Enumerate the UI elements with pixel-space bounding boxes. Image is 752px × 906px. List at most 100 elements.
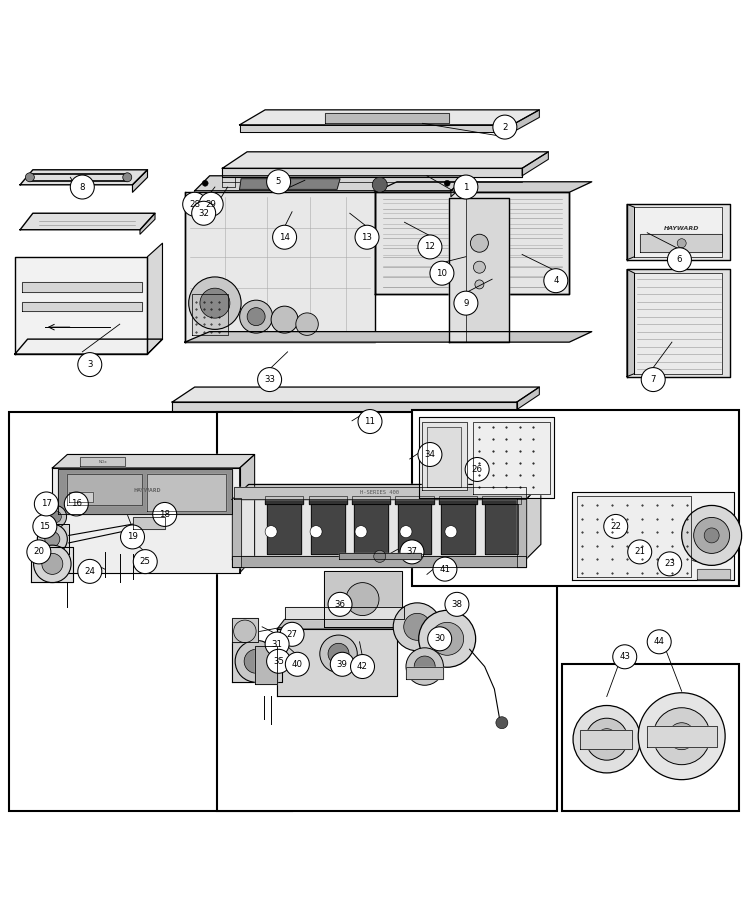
- Text: 8: 8: [80, 182, 85, 191]
- Circle shape: [35, 492, 59, 516]
- Polygon shape: [68, 474, 142, 506]
- Text: 5: 5: [276, 178, 281, 187]
- Circle shape: [26, 173, 35, 182]
- Polygon shape: [352, 496, 390, 504]
- Polygon shape: [268, 504, 301, 554]
- Polygon shape: [223, 178, 235, 187]
- Polygon shape: [580, 730, 632, 749]
- Circle shape: [641, 368, 666, 391]
- Text: 12: 12: [424, 243, 435, 252]
- Polygon shape: [374, 192, 569, 294]
- Circle shape: [33, 515, 57, 538]
- Circle shape: [678, 238, 686, 247]
- Polygon shape: [15, 256, 147, 354]
- Circle shape: [647, 630, 672, 654]
- Polygon shape: [308, 496, 347, 504]
- Bar: [9, 412, 292, 811]
- Circle shape: [418, 235, 442, 259]
- Circle shape: [133, 550, 157, 573]
- Circle shape: [44, 506, 67, 528]
- Polygon shape: [354, 504, 388, 554]
- Text: 10: 10: [436, 269, 447, 277]
- Text: 28: 28: [190, 199, 200, 208]
- Polygon shape: [172, 387, 539, 402]
- Polygon shape: [140, 213, 155, 235]
- Circle shape: [465, 458, 489, 481]
- Circle shape: [265, 525, 277, 537]
- Circle shape: [71, 175, 94, 199]
- Text: 9: 9: [463, 299, 468, 308]
- Polygon shape: [441, 504, 475, 554]
- Polygon shape: [172, 412, 517, 421]
- Polygon shape: [53, 455, 255, 468]
- Polygon shape: [627, 269, 635, 377]
- Circle shape: [50, 511, 62, 523]
- Text: 11: 11: [365, 417, 375, 426]
- Circle shape: [328, 643, 349, 664]
- Polygon shape: [255, 646, 277, 684]
- Polygon shape: [420, 417, 554, 498]
- Polygon shape: [232, 485, 541, 499]
- Polygon shape: [640, 235, 722, 252]
- Bar: [217, 412, 557, 811]
- Circle shape: [613, 645, 637, 669]
- Polygon shape: [577, 496, 690, 576]
- Polygon shape: [193, 294, 228, 334]
- Polygon shape: [323, 572, 402, 627]
- Circle shape: [34, 545, 71, 583]
- Bar: [562, 664, 739, 811]
- Polygon shape: [647, 727, 717, 747]
- Circle shape: [183, 192, 207, 217]
- Circle shape: [454, 175, 478, 199]
- Text: 32: 32: [199, 208, 209, 217]
- Polygon shape: [396, 496, 434, 504]
- Text: 16: 16: [71, 499, 82, 508]
- Text: 15: 15: [39, 522, 50, 531]
- Polygon shape: [69, 492, 92, 502]
- Polygon shape: [80, 458, 125, 467]
- Circle shape: [400, 525, 412, 537]
- Polygon shape: [15, 339, 162, 354]
- Circle shape: [400, 540, 424, 564]
- Circle shape: [328, 593, 352, 616]
- Polygon shape: [635, 207, 722, 256]
- Polygon shape: [572, 492, 734, 581]
- Text: 19: 19: [127, 533, 138, 542]
- Polygon shape: [277, 629, 397, 697]
- Text: 34: 34: [424, 450, 435, 459]
- Text: HAYWARD: HAYWARD: [134, 488, 161, 493]
- Circle shape: [199, 192, 223, 217]
- Circle shape: [346, 583, 379, 615]
- Circle shape: [544, 269, 568, 293]
- Text: 13: 13: [362, 233, 372, 242]
- Polygon shape: [484, 504, 518, 554]
- Polygon shape: [23, 302, 142, 311]
- Polygon shape: [232, 498, 241, 567]
- Text: 44: 44: [653, 637, 665, 646]
- Polygon shape: [185, 192, 374, 342]
- Circle shape: [414, 656, 435, 677]
- Polygon shape: [53, 468, 240, 573]
- Text: 3: 3: [87, 360, 92, 369]
- Polygon shape: [311, 504, 344, 554]
- Polygon shape: [223, 169, 522, 178]
- Circle shape: [454, 291, 478, 315]
- Circle shape: [374, 551, 386, 563]
- Polygon shape: [23, 282, 142, 292]
- Text: 40: 40: [292, 660, 303, 669]
- Circle shape: [372, 178, 387, 192]
- Circle shape: [189, 277, 241, 330]
- Circle shape: [428, 627, 452, 651]
- Circle shape: [271, 306, 298, 333]
- Circle shape: [330, 652, 354, 676]
- Polygon shape: [20, 213, 155, 230]
- Text: H-SERIES 400: H-SERIES 400: [360, 490, 399, 496]
- Circle shape: [265, 632, 289, 656]
- Circle shape: [45, 532, 60, 546]
- Bar: [412, 410, 739, 586]
- Text: 25: 25: [140, 557, 150, 566]
- Circle shape: [273, 226, 296, 249]
- Circle shape: [358, 410, 382, 433]
- Circle shape: [404, 613, 431, 641]
- Polygon shape: [147, 474, 226, 512]
